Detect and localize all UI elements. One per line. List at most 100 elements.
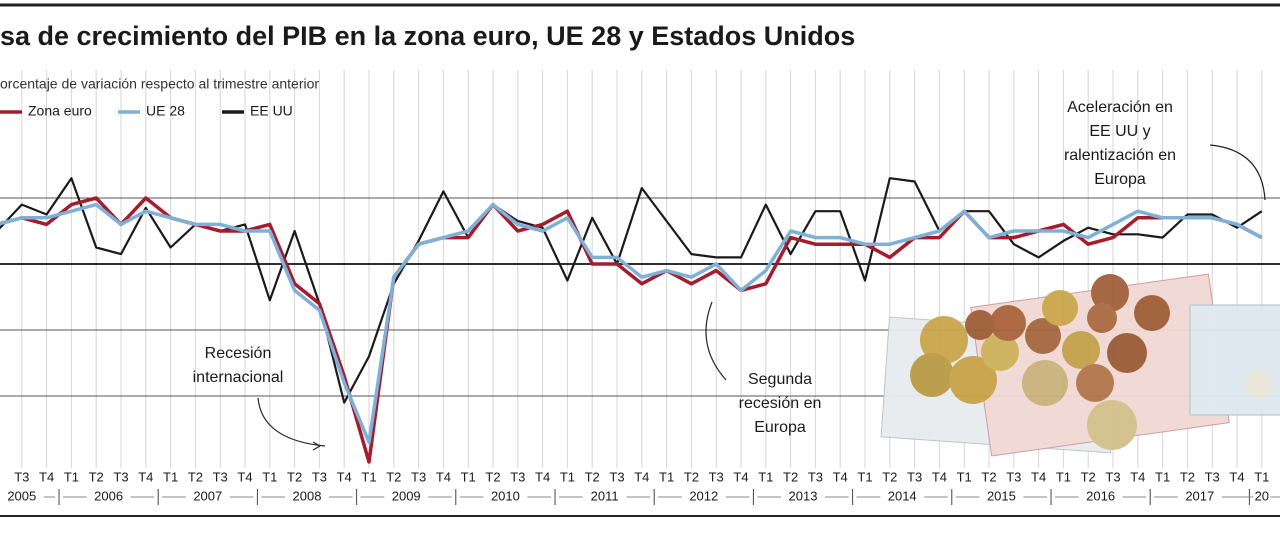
x-tick-label: T2	[287, 469, 302, 484]
coin	[1076, 364, 1114, 402]
coin	[1107, 333, 1147, 373]
x-group-label: 2005	[7, 488, 36, 503]
annotation-arrow	[257, 397, 326, 447]
x-tick-label: T2	[882, 469, 897, 484]
x-tick-label: T4	[1031, 469, 1046, 484]
x-group-label: 2016	[1086, 488, 1115, 503]
annotation-arrow	[705, 301, 727, 381]
x-group-label: 2015	[987, 488, 1016, 503]
x-group-label: 2008	[293, 488, 322, 503]
x-group-label: 2013	[789, 488, 818, 503]
legend-label: EE UU	[250, 103, 293, 119]
x-tick-label: T1	[64, 469, 79, 484]
x-tick-label: T3	[213, 469, 228, 484]
x-tick-label: T1	[163, 469, 178, 484]
annotation: Europa	[1094, 171, 1146, 188]
x-tick-label: T1	[957, 469, 972, 484]
coin	[981, 333, 1019, 371]
x-tick-label: T3	[1205, 469, 1220, 484]
x-tick-label: T1	[1254, 469, 1269, 484]
x-tick-label: T3	[1006, 469, 1021, 484]
x-tick-label: T1	[758, 469, 773, 484]
x-tick-label: T2	[188, 469, 203, 484]
x-tick-label: T4	[337, 469, 352, 484]
legend-label: Zona euro	[28, 103, 92, 119]
x-tick-label: T1	[857, 469, 872, 484]
coin	[949, 356, 997, 404]
annotation: Segunda	[748, 371, 812, 388]
x-group-label: 2017	[1185, 488, 1214, 503]
x-tick-label: T4	[932, 469, 947, 484]
annotation: Recesión	[205, 345, 272, 362]
x-tick-label: T2	[981, 469, 996, 484]
banknote	[1189, 304, 1280, 416]
coin	[1244, 371, 1272, 399]
x-tick-label: T3	[609, 469, 624, 484]
annotation-arrow	[1209, 144, 1266, 201]
coin	[1025, 318, 1061, 354]
x-group-label: 2006	[94, 488, 123, 503]
x-tick-label: T3	[907, 469, 922, 484]
x-group-label: 2007	[193, 488, 222, 503]
x-tick-label: T1	[1056, 469, 1071, 484]
chart-subtitle: orcentaje de variación respecto al trime…	[0, 76, 319, 92]
x-tick-label: T2	[783, 469, 798, 484]
x-tick-label: T4	[1229, 469, 1244, 484]
x-tick-label: T4	[634, 469, 649, 484]
x-tick-label: T2	[1180, 469, 1195, 484]
annotation: recesión en	[739, 395, 822, 412]
x-tick-label: T2	[485, 469, 500, 484]
arrowhead	[312, 441, 321, 451]
x-tick-label: T3	[411, 469, 426, 484]
coin	[965, 310, 995, 340]
x-tick-label: T3	[1105, 469, 1120, 484]
legend-label: UE 28	[146, 103, 185, 119]
x-tick-label: T3	[14, 469, 29, 484]
plot: 2 T3 T4 T1 T2 T3 T4 T1 T2 T3 T4 T1 T2 T3 T4 T1 T2 T3 T4 T1 T…	[0, 99, 1280, 505]
x-tick-label: T1	[560, 469, 575, 484]
coin	[1134, 295, 1170, 331]
coin	[1022, 360, 1068, 406]
x-tick-label: T3	[709, 469, 724, 484]
coin	[1042, 290, 1078, 326]
coin	[910, 353, 954, 397]
x-tick-label: T2	[585, 469, 600, 484]
coin	[1087, 400, 1137, 450]
x-group-label: 2012	[689, 488, 718, 503]
coin	[1091, 274, 1129, 312]
x-group-label: 20	[1255, 488, 1269, 503]
x-group-label: 2011	[591, 488, 619, 503]
x-group-label: 2014	[888, 488, 917, 503]
x-tick-label: T2	[386, 469, 401, 484]
x-group-label: 2010	[491, 488, 520, 503]
x-tick-label: T4	[535, 469, 550, 484]
x-tick-label: T1	[659, 469, 674, 484]
x-tick-label: T1	[461, 469, 476, 484]
x-tick-label: T2	[1081, 469, 1096, 484]
annotation: ralentización en	[1064, 147, 1176, 164]
x-tick-label: T4	[1130, 469, 1145, 484]
legend: Zona euro UE 28 EE UU	[0, 103, 293, 119]
annotation: internacional	[193, 369, 284, 386]
chart-title: sa de crecimiento del PIB en la zona eur…	[0, 21, 855, 51]
annotation: Europa	[754, 419, 806, 436]
x-tick-label: T3	[312, 469, 327, 484]
x-tick-label: T4	[237, 469, 252, 484]
x-tick-label: 2	[0, 469, 1, 484]
x-tick-label: T4	[138, 469, 153, 484]
x-tick-label: T4	[39, 469, 54, 484]
x-tick-label: T1	[262, 469, 277, 484]
annotation: Aceleración en	[1067, 99, 1173, 116]
x-tick-label: T3	[113, 469, 128, 484]
x-group-label: 2009	[392, 488, 421, 503]
x-tick-label: T1	[361, 469, 376, 484]
coin	[920, 316, 968, 364]
coin	[1062, 331, 1100, 369]
x-tick-label: T4	[833, 469, 848, 484]
euro-photo	[880, 273, 1280, 457]
coin	[990, 305, 1026, 341]
x-tick-label: T2	[89, 469, 104, 484]
x-tick-label: T3	[808, 469, 823, 484]
series-line	[0, 196, 1263, 464]
